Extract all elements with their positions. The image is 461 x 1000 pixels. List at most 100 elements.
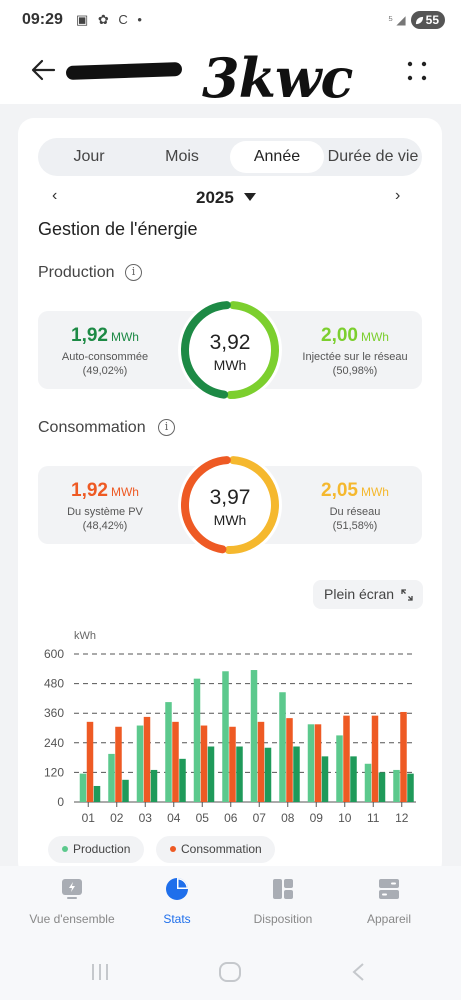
from-pv-percent: (48,42%) xyxy=(82,520,128,532)
x-tick-label: 11 xyxy=(367,811,380,825)
recent-apps-icon[interactable] xyxy=(88,962,112,982)
bar-self-consumption-05 xyxy=(207,746,215,802)
production-total-value: 3,92 xyxy=(209,331,251,354)
redacted-station-name xyxy=(65,61,183,81)
consumption-total-unit: MWh xyxy=(213,512,247,528)
bottom-navigation: Vue d'ensemble Stats Disposition Apparei… xyxy=(0,866,461,942)
nav-overview[interactable]: Vue d'ensemble xyxy=(17,876,127,926)
from-grid-label: Du réseau xyxy=(329,506,381,518)
bar-self-consumption-02 xyxy=(122,779,129,802)
production-total-unit: MWh xyxy=(213,357,247,373)
y-tick-label: 0 xyxy=(57,795,64,809)
caret-down-icon[interactable] xyxy=(244,193,256,201)
nav-layout-label: Disposition xyxy=(253,912,313,926)
from-pv-label: Du système PV xyxy=(67,506,143,518)
tab-mois[interactable]: Mois xyxy=(165,148,199,165)
bar-consommation-02 xyxy=(115,726,122,802)
bar-production-06 xyxy=(222,671,229,802)
info-icon[interactable]: i xyxy=(125,264,142,281)
y-tick-label: 360 xyxy=(44,706,64,720)
x-tick-label: 09 xyxy=(310,811,324,825)
energy-management-title: Gestion de l'énergie xyxy=(38,219,198,239)
grid-injected-percent: (50,98%) xyxy=(332,365,378,377)
production-total: 3,92 MWh xyxy=(176,331,284,373)
bar-self-consumption-03 xyxy=(150,769,158,802)
from-grid-value: 2,05 xyxy=(321,480,358,501)
system-back-icon[interactable] xyxy=(350,962,366,982)
from-pv-stat: 1,92 MWh Du système PV (48,42%) xyxy=(40,480,170,532)
bar-production-03 xyxy=(136,725,144,802)
info-icon[interactable]: i xyxy=(158,419,175,436)
leaf-icon xyxy=(415,16,423,24)
consumption-total: 3,97 MWh xyxy=(176,486,284,528)
more-options-icon[interactable] xyxy=(404,58,430,84)
nav-layout[interactable]: Disposition xyxy=(228,876,338,926)
legend-consumption-label: Consommation xyxy=(181,842,262,856)
x-tick-label: 07 xyxy=(253,811,267,825)
x-tick-label: 05 xyxy=(196,811,210,825)
bar-consommation-05 xyxy=(200,725,208,802)
pie-chart-icon xyxy=(166,878,188,900)
self-consumed-value: 1,92 xyxy=(71,325,108,346)
tab-jour[interactable]: Jour xyxy=(73,148,105,165)
grid-injected-value: 2,00 xyxy=(321,325,358,346)
x-tick-label: 06 xyxy=(224,811,238,825)
x-tick-label: 08 xyxy=(281,811,295,825)
self-consumed-percent: (49,02%) xyxy=(82,365,128,377)
production-title: Production xyxy=(38,264,115,281)
year-label[interactable]: 2025 xyxy=(196,188,234,207)
bar-production-11 xyxy=(364,763,372,802)
consumption-donut-bg xyxy=(178,453,282,557)
bar-production-10 xyxy=(336,735,343,802)
wifi-signal-icon: ⁵ ◢ xyxy=(388,13,406,27)
tab-annee[interactable]: Année xyxy=(230,141,324,173)
expand-icon xyxy=(401,589,413,601)
bar-consommation-09 xyxy=(314,724,322,802)
from-grid-percent: (51,58%) xyxy=(332,520,378,532)
x-tick-label: 12 xyxy=(395,811,409,825)
bar-production-05 xyxy=(193,678,201,802)
status-right: ⁵ ◢ 55 xyxy=(388,11,445,29)
bar-production-12 xyxy=(393,769,400,802)
bar-self-consumption-10 xyxy=(350,756,357,802)
from-pv-value: 1,92 xyxy=(71,480,108,501)
legend-production[interactable]: Production xyxy=(48,836,144,863)
previous-year-button[interactable]: ‹ xyxy=(52,187,58,204)
nav-stats[interactable]: Stats xyxy=(122,876,232,926)
from-pv-unit: MWh xyxy=(110,485,139,499)
bar-production-01 xyxy=(79,773,87,802)
bar-consommation-03 xyxy=(143,716,151,802)
bar-consommation-08 xyxy=(286,718,293,802)
fullscreen-button[interactable]: Plein écran xyxy=(313,580,423,609)
nav-overview-label: Vue d'ensemble xyxy=(29,912,115,926)
x-tick-label: 03 xyxy=(139,811,153,825)
back-arrow-icon[interactable] xyxy=(28,54,60,86)
bar-self-consumption-07 xyxy=(264,747,272,802)
y-axis-unit-label: kWh xyxy=(74,630,96,642)
legend-production-label: Production xyxy=(73,842,131,856)
status-time: 09:29 xyxy=(22,11,63,28)
legend-consumption[interactable]: Consommation xyxy=(156,836,275,863)
self-consumed-stat: 1,92 MWh Auto-consommée (49,02%) xyxy=(40,325,170,377)
home-icon[interactable] xyxy=(218,961,242,983)
consumption-donut xyxy=(178,453,282,557)
bar-production-04 xyxy=(165,702,172,802)
monthly-energy-chart: kWh 0 120 240 360 480 600 01 02 03 04 05 06 07 08 09 10 1… xyxy=(44,630,416,825)
tab-duree-de-vie[interactable]: Durée de vie xyxy=(327,148,419,165)
grid-injected-unit: MWh xyxy=(360,330,389,344)
production-donut-bg xyxy=(178,298,282,402)
next-year-button[interactable]: › xyxy=(395,187,401,204)
bar-self-consumption-11 xyxy=(378,772,386,802)
y-tick-label: 600 xyxy=(44,647,64,661)
production-donut-right-segment xyxy=(226,301,279,399)
production-donut xyxy=(178,298,282,402)
nav-device-label: Appareil xyxy=(366,912,412,926)
legend-consumption-dot xyxy=(170,845,176,852)
bar-consommation-10 xyxy=(343,715,350,802)
layout-icon xyxy=(273,879,293,899)
nav-device[interactable]: Appareil xyxy=(334,876,444,926)
system-navigation-bar xyxy=(0,942,461,1000)
self-consumed-unit: MWh xyxy=(110,330,139,344)
bar-production-02 xyxy=(108,753,115,802)
y-tick-label: 120 xyxy=(44,765,64,779)
